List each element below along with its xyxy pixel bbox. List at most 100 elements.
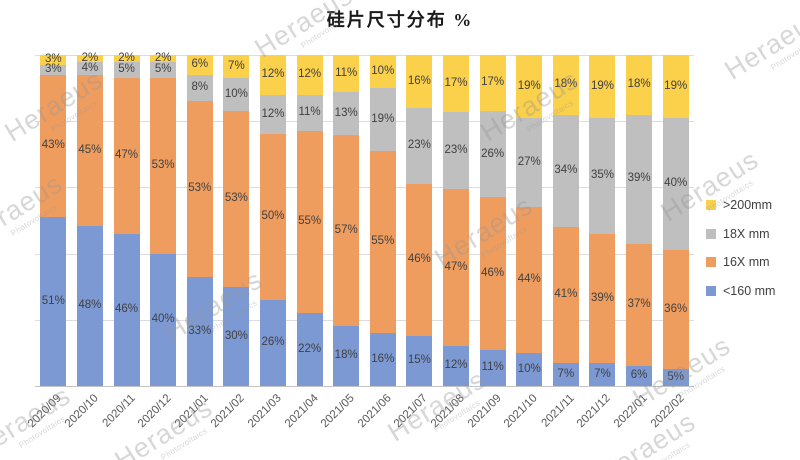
legend-label: <160 mm: [723, 283, 776, 298]
x-axis-label: 2021/04: [282, 392, 321, 431]
bar-segment: 55%: [369, 150, 396, 334]
data-label: 15%: [407, 354, 431, 367]
bar-segment: 34%: [552, 114, 579, 228]
data-label: 4%: [81, 61, 99, 74]
bar-segment: 44%: [516, 207, 543, 353]
bar-segment: 36%: [662, 250, 689, 370]
data-label: 55%: [298, 215, 322, 228]
x-axis-label: 2020/09: [26, 392, 65, 431]
legend-item: <160 mm: [706, 283, 776, 298]
data-label: 46%: [481, 266, 505, 279]
bar-segment: 19%: [589, 55, 616, 118]
x-axis-label: 2020/12: [136, 392, 174, 431]
data-label: 12%: [261, 107, 285, 120]
data-label: 35%: [590, 169, 614, 182]
data-label: 57%: [334, 223, 358, 236]
bar-segment: 23%: [406, 107, 433, 185]
data-label: 18%: [554, 78, 578, 91]
data-label: 6%: [630, 369, 648, 382]
bar-segment: 6%: [626, 366, 653, 386]
watermark-brand-text: Heraeus: [382, 364, 491, 448]
data-label: 10%: [371, 64, 395, 77]
legend-label: 18X mm: [723, 226, 770, 241]
x-axis-label: 2022/01: [611, 392, 650, 431]
bar-segment: 15%: [406, 336, 433, 386]
data-label: 11%: [481, 361, 504, 374]
data-label: 17%: [481, 76, 505, 89]
data-label: 19%: [664, 79, 688, 92]
data-label: 2%: [81, 51, 99, 64]
x-axis-label: 2021/06: [355, 392, 394, 431]
data-label: 10%: [224, 87, 248, 100]
legend-swatch: [706, 200, 716, 211]
bar-segment: 3%: [40, 54, 67, 65]
data-label: 11%: [298, 106, 321, 119]
bar-segment: 47%: [113, 78, 140, 234]
bar-segment: 11%: [333, 55, 360, 92]
bar-segment: 17%: [479, 55, 506, 112]
bar-segment: 23%: [443, 111, 470, 189]
bar-segment: 13%: [333, 91, 360, 136]
x-axis-label: 2021/12: [575, 392, 614, 431]
bar-segment: 5%: [150, 61, 177, 79]
bar-segment: 51%: [40, 217, 67, 386]
gridline: [35, 187, 694, 189]
data-label: 16%: [407, 74, 431, 87]
legend-swatch: [706, 228, 716, 239]
bar-segment: 2%: [150, 52, 177, 63]
watermark-sub-text: Photovoltaics: [769, 36, 800, 72]
bar-segment: 12%: [259, 94, 286, 135]
data-label: 7%: [557, 367, 575, 380]
bar-segment: 27%: [516, 117, 543, 208]
bar-segment: 22%: [296, 313, 323, 386]
gridline: [35, 55, 694, 56]
bar-segment: 53%: [186, 101, 213, 277]
data-label: 53%: [188, 182, 212, 195]
data-label: 41%: [554, 288, 578, 301]
data-label: 23%: [444, 143, 468, 156]
bar-segment: 10%: [223, 78, 250, 112]
data-label: 10%: [517, 362, 541, 375]
bar-segment: 26%: [259, 299, 286, 386]
data-label: 7%: [228, 59, 245, 72]
watermark-brand-text: Heraeus: [159, 264, 268, 348]
bar-segment: 40%: [150, 253, 177, 386]
bar-segment: 7%: [552, 362, 579, 386]
data-label: 30%: [224, 329, 248, 342]
bar-segment: 37%: [626, 243, 653, 367]
x-axis-label: 2021/07: [392, 392, 431, 431]
data-label: 12%: [444, 359, 468, 372]
data-label: 5%: [118, 63, 135, 76]
data-label: 47%: [115, 149, 139, 162]
bar-segment: 5%: [662, 369, 689, 386]
x-axis-label: 2020/11: [100, 392, 138, 430]
bar-segment: 57%: [333, 135, 360, 326]
heraeus-watermark: Heraeus Photovoltaics: [592, 406, 705, 460]
bar-segment: 17%: [443, 55, 470, 112]
bar-segment: 30%: [223, 286, 250, 386]
x-axis-label: 2021/08: [428, 392, 467, 431]
bar-segment: 35%: [589, 117, 616, 234]
x-axis-label: 2020/10: [62, 392, 101, 431]
bar-segment: 7%: [223, 55, 250, 79]
chart-title: 硅片尺寸分布 %: [326, 10, 474, 30]
bar-segment: 11%: [479, 349, 506, 386]
bar-segment: 46%: [406, 184, 433, 337]
data-label: 18%: [334, 349, 358, 362]
data-label: 19%: [590, 79, 614, 92]
data-label: 44%: [517, 273, 541, 286]
bar-segment: 10%: [516, 352, 543, 386]
data-label: 47%: [444, 260, 468, 273]
bar-segment: 18%: [333, 325, 360, 386]
watermark-brand-text: Heraeus: [592, 406, 701, 460]
bar-segment: 12%: [259, 55, 286, 95]
data-label: 7%: [594, 367, 611, 380]
bar-segment: 48%: [76, 225, 103, 386]
watermark-sub-text: Photovoltaics: [642, 440, 692, 460]
bar-segment: 33%: [186, 276, 213, 386]
data-label: 6%: [191, 58, 209, 71]
bar-segment: 16%: [406, 55, 433, 108]
legend-item: 18X mm: [706, 226, 775, 241]
bar-segment: 11%: [296, 94, 323, 132]
bar-segment: 19%: [662, 55, 689, 118]
